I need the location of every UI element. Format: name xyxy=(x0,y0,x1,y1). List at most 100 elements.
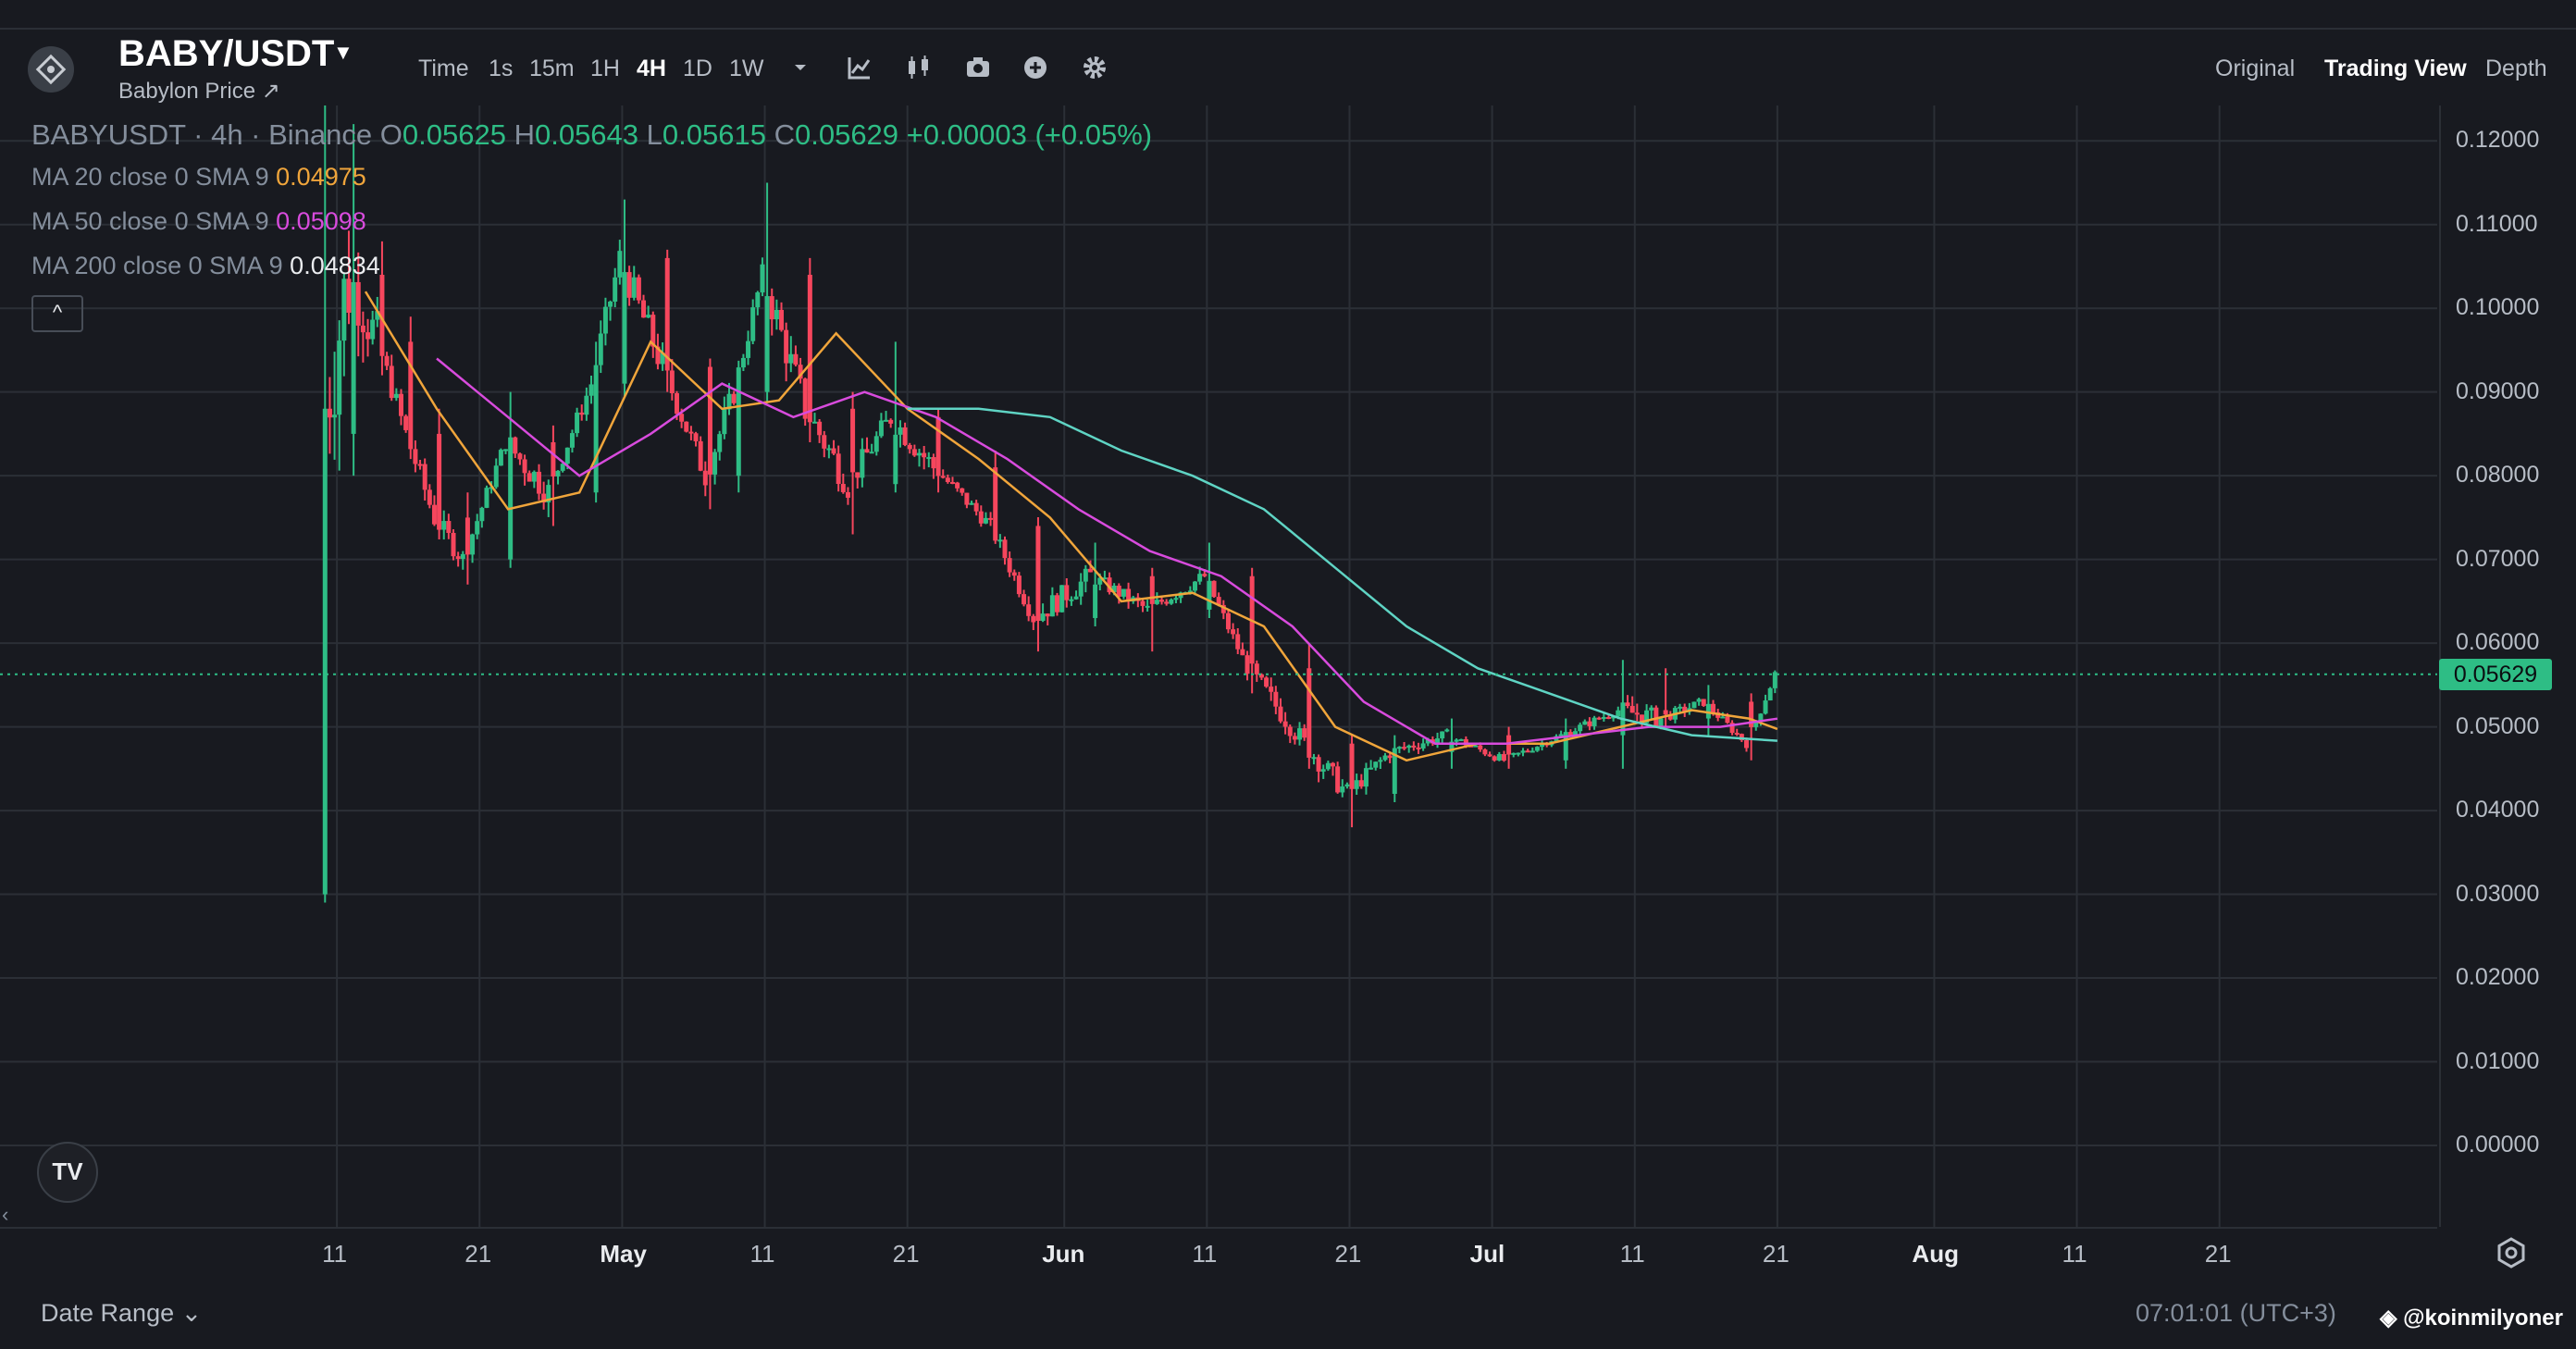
scroll-left-icon[interactable]: ‹ xyxy=(2,1203,9,1226)
pair-selector[interactable]: BABY/USDT xyxy=(118,33,335,74)
watermark-text: @koinmilyoner xyxy=(2403,1306,2563,1330)
candle-body xyxy=(522,459,527,474)
ma20-value: 0.04975 xyxy=(276,163,366,191)
candle-body xyxy=(1563,732,1568,761)
more-timeframes-caret-icon[interactable] xyxy=(785,52,816,83)
binance-square-icon: ◈ xyxy=(2380,1306,2397,1330)
chart-header: BABY/USDT ▼ Babylon Price ↗ Time 1s 15m … xyxy=(0,30,2576,105)
pair-dropdown-caret-icon[interactable]: ▼ xyxy=(333,41,353,64)
price-tick-label: 0.07000 xyxy=(2456,545,2540,572)
candle-body xyxy=(1658,718,1664,726)
candle-body xyxy=(964,492,970,505)
low-label: L xyxy=(646,118,663,151)
coin-price-link[interactable]: Babylon Price ↗ xyxy=(118,79,280,104)
candle-body xyxy=(793,353,799,365)
time-tick-label: Jul xyxy=(1469,1240,1505,1268)
ma200-legend-row[interactable]: MA 200 close 0 SMA 9 0.04834 xyxy=(31,252,1152,296)
add-icon[interactable] xyxy=(1020,52,1051,83)
settings-gear-icon[interactable] xyxy=(1079,52,1110,83)
candle-body xyxy=(531,471,537,482)
time-tick-label: 21 xyxy=(892,1240,920,1268)
price-tick-label: 0.03000 xyxy=(2456,880,2540,907)
candle-body xyxy=(660,353,665,365)
ma20-legend-row[interactable]: MA 20 close 0 SMA 9 0.04975 xyxy=(31,163,1152,207)
ohlc-legend-row: BABYUSDT · 4h · Binance O0.05625 H0.0564… xyxy=(31,118,1152,163)
tradingview-logo[interactable]: TV xyxy=(37,1142,98,1203)
candle-body xyxy=(1482,749,1488,755)
candle-body xyxy=(441,521,447,530)
candle-body xyxy=(860,449,865,478)
timeframe-1s[interactable]: 1s xyxy=(489,56,514,81)
candle-body xyxy=(769,296,774,320)
candle-body xyxy=(973,502,979,512)
candle-body xyxy=(569,433,575,448)
high-value: 0.05643 xyxy=(534,118,639,151)
view-trading-view[interactable]: Trading View xyxy=(2324,56,2467,81)
timezone-clock[interactable]: 07:01:01 (UTC+3) xyxy=(2136,1299,2336,1327)
candle-body xyxy=(1639,714,1644,724)
candle-body xyxy=(1406,745,1412,749)
candle-body xyxy=(413,449,418,464)
chart-type-icon[interactable] xyxy=(903,52,935,83)
candle-body xyxy=(417,464,423,466)
candle-body xyxy=(1121,588,1126,597)
last-price-label: 0.05629 xyxy=(2439,658,2552,690)
low-value: 0.05615 xyxy=(662,118,766,151)
view-depth[interactable]: Depth xyxy=(2485,56,2547,81)
candle-body xyxy=(1220,604,1226,613)
candle-body xyxy=(1605,717,1611,720)
timeframe-1d[interactable]: 1D xyxy=(683,56,712,81)
timeframe-15m[interactable]: 15m xyxy=(529,56,575,81)
candle-body xyxy=(593,365,599,493)
candle-body xyxy=(784,329,789,364)
date-range-button[interactable]: Date Range ⌄ xyxy=(41,1299,202,1328)
candle-body xyxy=(1511,752,1517,755)
candle-body xyxy=(1045,613,1050,617)
collapse-legend-button[interactable]: ^ xyxy=(31,295,83,332)
candle-body xyxy=(575,412,580,434)
candle-body xyxy=(584,395,589,415)
candle-body xyxy=(1739,734,1744,740)
price-chart-canvas[interactable] xyxy=(0,105,2437,1227)
candle-body xyxy=(503,449,509,452)
candle-body xyxy=(1587,721,1592,726)
chart-settings-icon[interactable] xyxy=(2493,1234,2530,1271)
top-strip xyxy=(0,0,2576,30)
time-scale[interactable]: 11 21 May 11 21 Jun 11 21 Jul 11 21 Aug 11 21 xyxy=(0,1227,2437,1277)
candle-body xyxy=(1193,581,1198,591)
timeframe-time[interactable]: Time xyxy=(418,56,469,81)
candle-body xyxy=(1420,743,1426,749)
candle-body xyxy=(479,507,485,522)
timeframe-1w[interactable]: 1W xyxy=(729,56,764,81)
price-tick-label: 0.09000 xyxy=(2456,377,2540,404)
ma50-label: MA 50 close 0 SMA 9 xyxy=(31,207,269,235)
candle-body xyxy=(1492,756,1497,761)
candle-body xyxy=(1516,752,1521,755)
chevron-down-icon: ⌄ xyxy=(180,1299,203,1327)
candle-body xyxy=(840,484,846,492)
view-original[interactable]: Original xyxy=(2215,56,2296,81)
candle-body xyxy=(850,408,856,473)
candle-body xyxy=(370,319,376,340)
screenshot-icon[interactable] xyxy=(962,52,994,83)
candle-body xyxy=(1240,649,1245,656)
timeframe-4h[interactable]: 4H xyxy=(637,56,666,81)
candle-body xyxy=(1416,747,1421,749)
candle-body xyxy=(1354,780,1359,789)
chart-pane[interactable]: BABYUSDT · 4h · Binance O0.05625 H0.0564… xyxy=(0,105,2437,1227)
candle-body xyxy=(1720,716,1726,719)
indicators-icon[interactable] xyxy=(844,52,875,83)
candle-body xyxy=(1567,732,1573,736)
candle-body xyxy=(1449,741,1455,752)
candle-body xyxy=(746,340,751,358)
close-label: C xyxy=(774,118,795,151)
candle-body xyxy=(945,477,950,483)
time-tick-label: 11 xyxy=(749,1240,775,1268)
ma50-legend-row[interactable]: MA 50 close 0 SMA 9 0.05098 xyxy=(31,207,1152,252)
price-scale[interactable]: 0.12000 0.11000 0.10000 0.09000 0.08000 0.070… xyxy=(2439,105,2576,1227)
candle-body xyxy=(1093,584,1098,618)
timeframe-1h[interactable]: 1H xyxy=(590,56,620,81)
candle-body xyxy=(1772,672,1777,688)
candle-body xyxy=(1231,629,1236,635)
candle-body xyxy=(541,493,547,503)
